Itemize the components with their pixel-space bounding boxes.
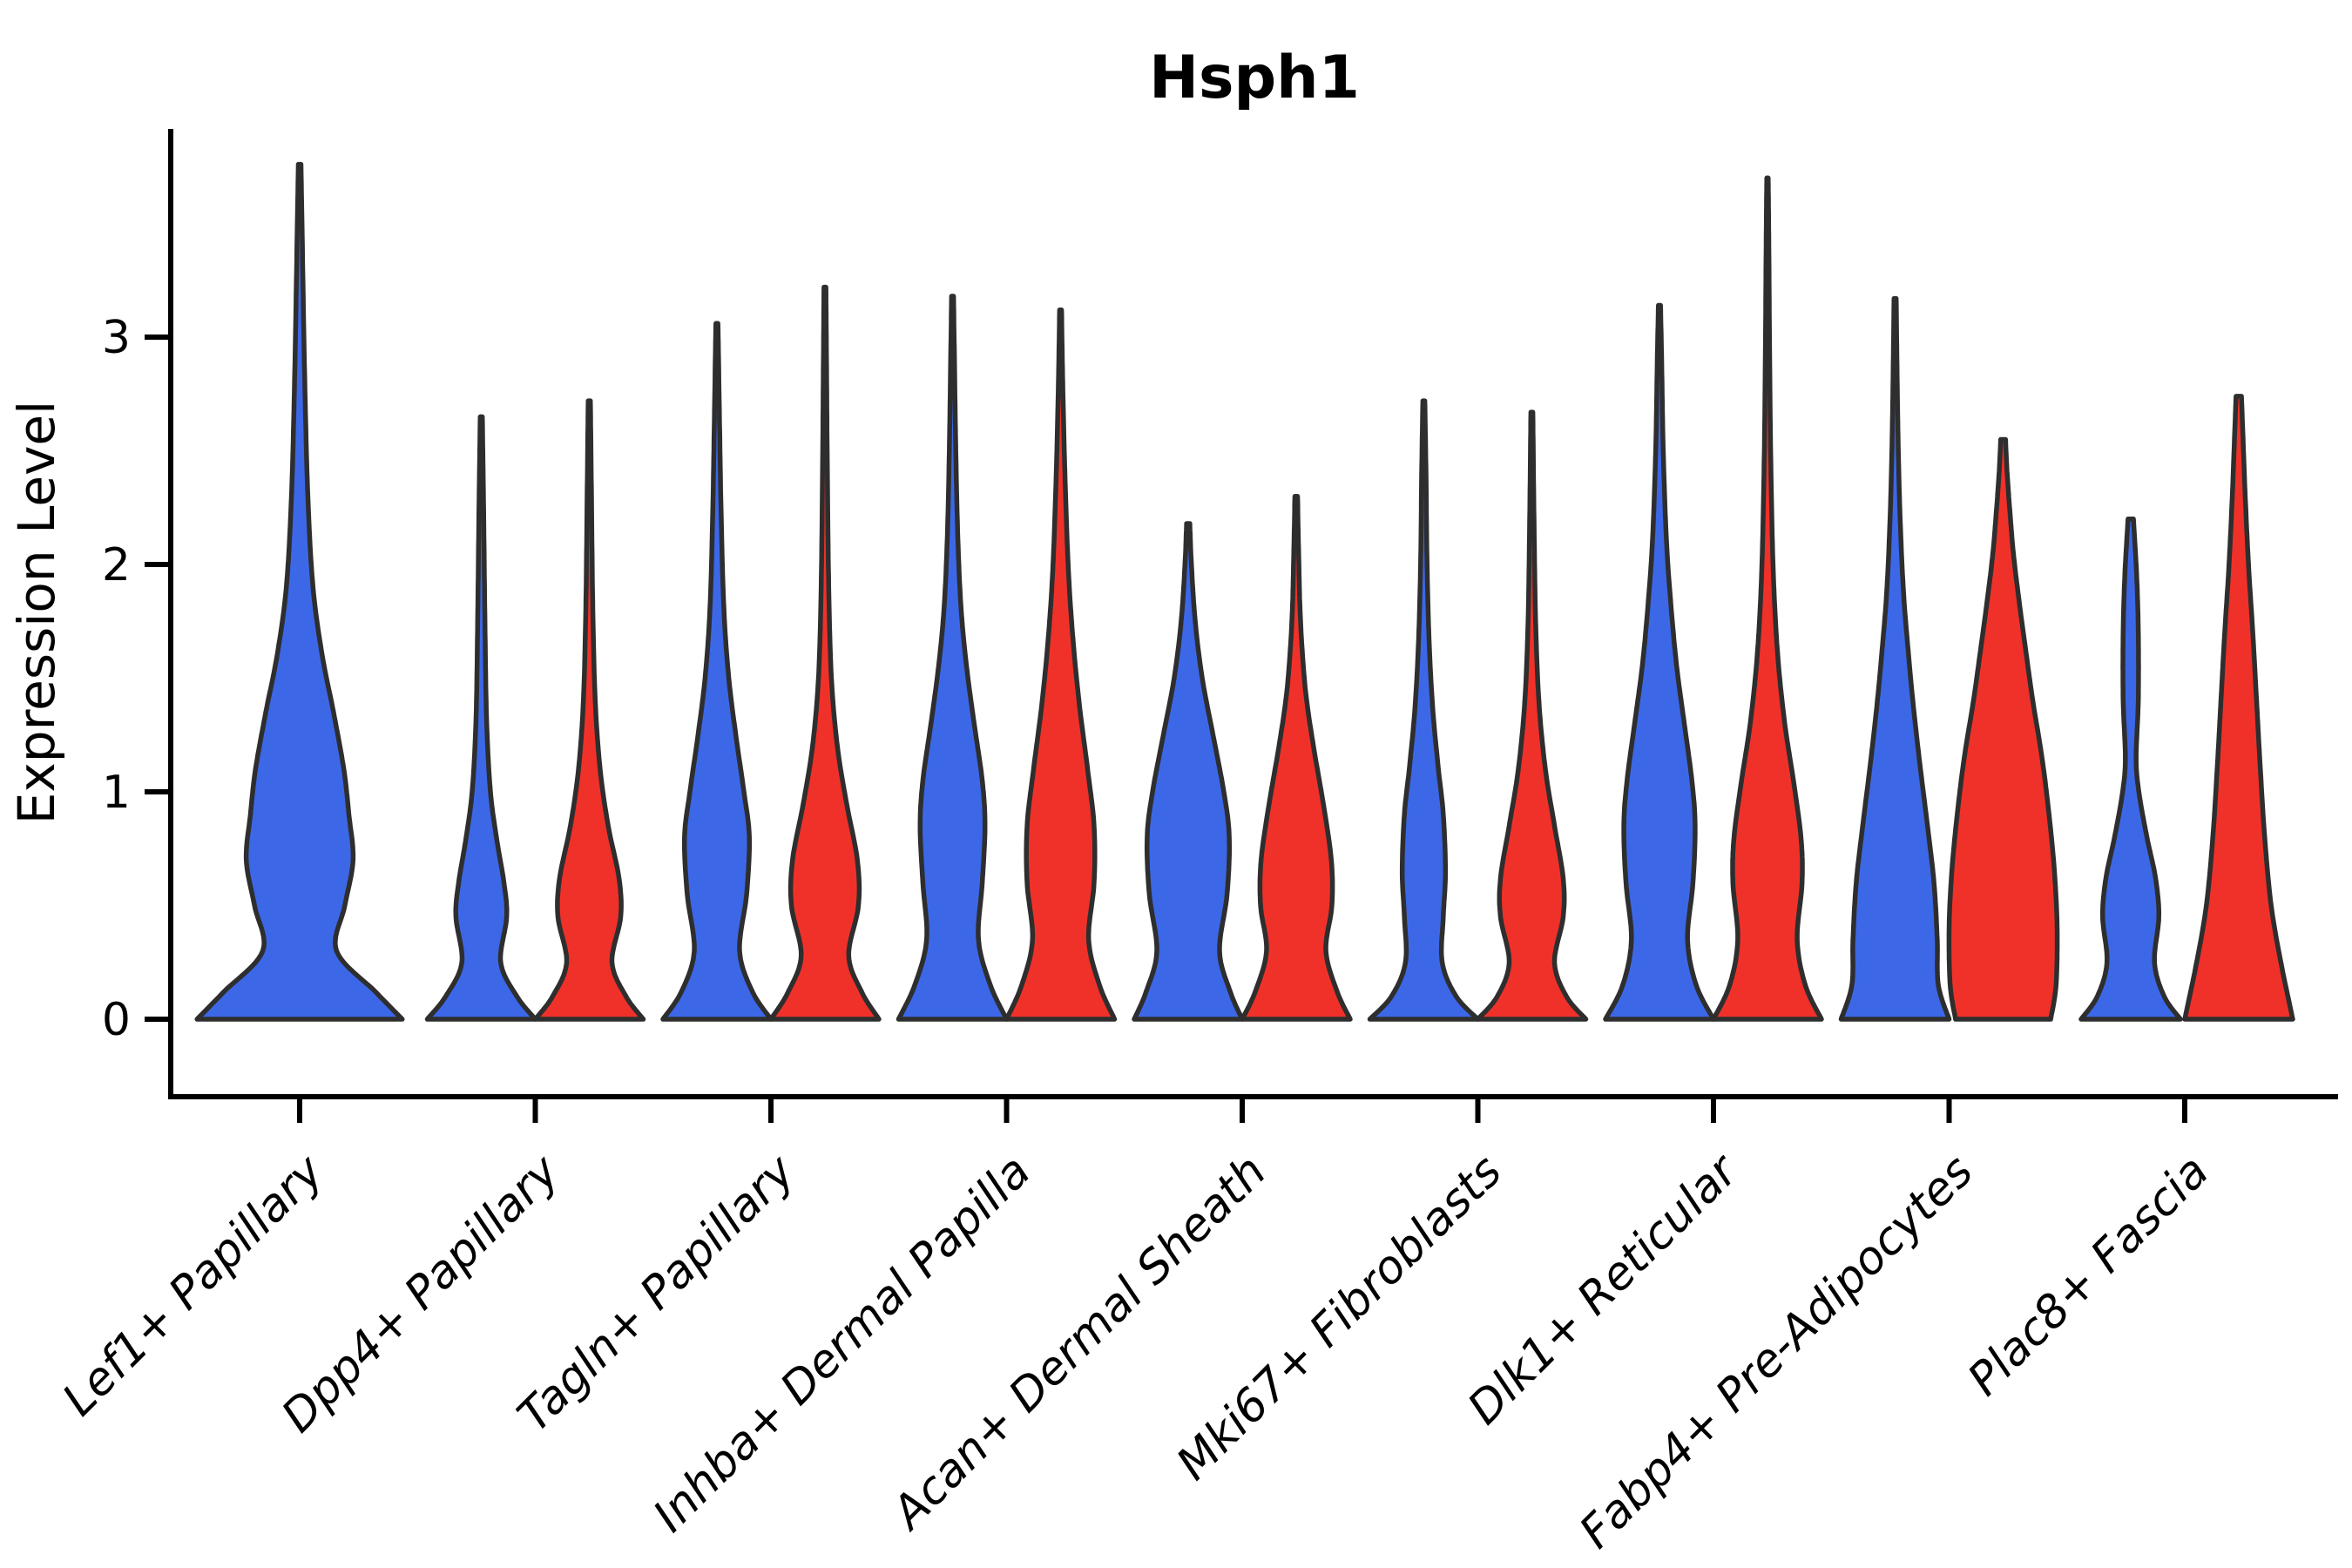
violins-group [197,165,2293,1019]
x-tick-label: Fabp4+ Pre-Adipocytes [1570,1146,1984,1559]
violin-red-fabp4-pre-adipocytes [1949,440,2057,1020]
violin-red-dlk1-reticular [1713,178,1821,1019]
violin-blue-fabp4-pre-adipocytes [1842,299,1950,1019]
y-axis-label: Expression Level [7,401,66,824]
violin-red-tagln-papillary [771,287,879,1019]
violin-blue-plac8-fascia [2081,519,2180,1019]
violin-red-mki67-fibroblasts [1478,412,1586,1019]
y-tick-label: 3 [102,312,131,364]
y-tick-label: 1 [102,767,131,819]
x-tick-label: Plac8+ Fascia [1958,1146,2219,1406]
violin-blue-dlk1-reticular [1605,306,1713,1020]
violin-blue-lef1-papillary [197,165,402,1019]
x-tick-label: Lef1+ Papillary [53,1145,335,1426]
plot-title: Hsph1 [1149,44,1360,112]
violin-blue-acan-dermal-sheath [1134,524,1242,1019]
violin-red-plac8-fascia [2185,396,2293,1019]
violin-blue-tagln-papillary [663,323,771,1019]
figure-container: Hsph1 Expression Level 0 1 2 3 Lef1+ Papilla… [0,0,2352,1568]
violin-red-dpp4-papillary [536,401,644,1019]
violin-blue-mki67-fibroblasts [1370,401,1478,1019]
violin-blue-dpp4-papillary [428,416,536,1019]
violin-blue-inhba-dermal-papilla [899,296,1007,1019]
violin-red-acan-dermal-sheath [1242,497,1350,1019]
violin-plot-canvas: Hsph1 Expression Level 0 1 2 3 Lef1+ Papilla… [0,0,2352,1568]
y-tick-label: 2 [102,539,131,591]
x-tick-label: Inhba+ Dermal Papilla [644,1146,1041,1543]
violin-red-inhba-dermal-papilla [1007,310,1115,1019]
x-tick-label: Acan+ Dermal Sheath [881,1146,1276,1541]
y-tick-label: 0 [102,994,131,1046]
